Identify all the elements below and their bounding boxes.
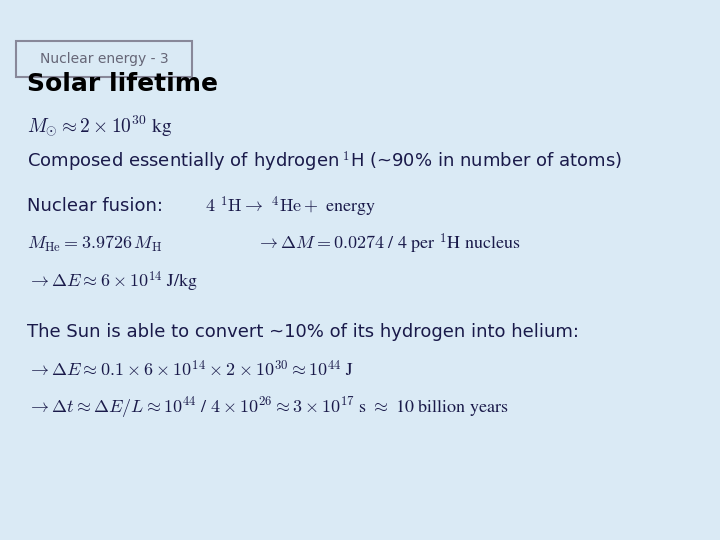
Text: $4\ ^1\mathrm{H} \rightarrow\ ^4\mathrm{He} +$ energy: $4\ ^1\mathrm{H} \rightarrow\ ^4\mathrm{… [205, 194, 377, 219]
Text: Nuclear energy - 3: Nuclear energy - 3 [40, 52, 168, 66]
Text: $\rightarrow \Delta E \approx 0.1 \times 6 \times 10^{14} \times 2 \times 10^{30: $\rightarrow \Delta E \approx 0.1 \times… [27, 360, 354, 380]
Text: $\rightarrow \Delta t \approx \Delta E / L \approx 10^{44}$ / $4 \times 10^{26} : $\rightarrow \Delta t \approx \Delta E /… [27, 395, 509, 420]
Text: $M_{\odot} \approx 2 \times 10^{30}$ kg: $M_{\odot} \approx 2 \times 10^{30}$ kg [27, 113, 173, 138]
Text: $\rightarrow \Delta M = 0.0274$ / 4 per $^1$H nucleus: $\rightarrow \Delta M = 0.0274$ / 4 per … [256, 232, 520, 256]
Text: The Sun is able to convert ~10% of its hydrogen into helium:: The Sun is able to convert ~10% of its h… [27, 323, 580, 341]
Text: Composed essentially of hydrogen $\!^1$H (~90% in number of atoms): Composed essentially of hydrogen $\!^1$H… [27, 150, 622, 174]
Text: Solar lifetime: Solar lifetime [27, 72, 218, 96]
Text: $M_{\mathrm{He}} = 3.9726\, M_{\mathrm{H}}$: $M_{\mathrm{He}} = 3.9726\, M_{\mathrm{H… [27, 234, 163, 254]
Text: Nuclear fusion:: Nuclear fusion: [27, 197, 163, 215]
Text: $\rightarrow \Delta E \approx 6 \times 10^{14}$ J/kg: $\rightarrow \Delta E \approx 6 \times 1… [27, 269, 198, 294]
